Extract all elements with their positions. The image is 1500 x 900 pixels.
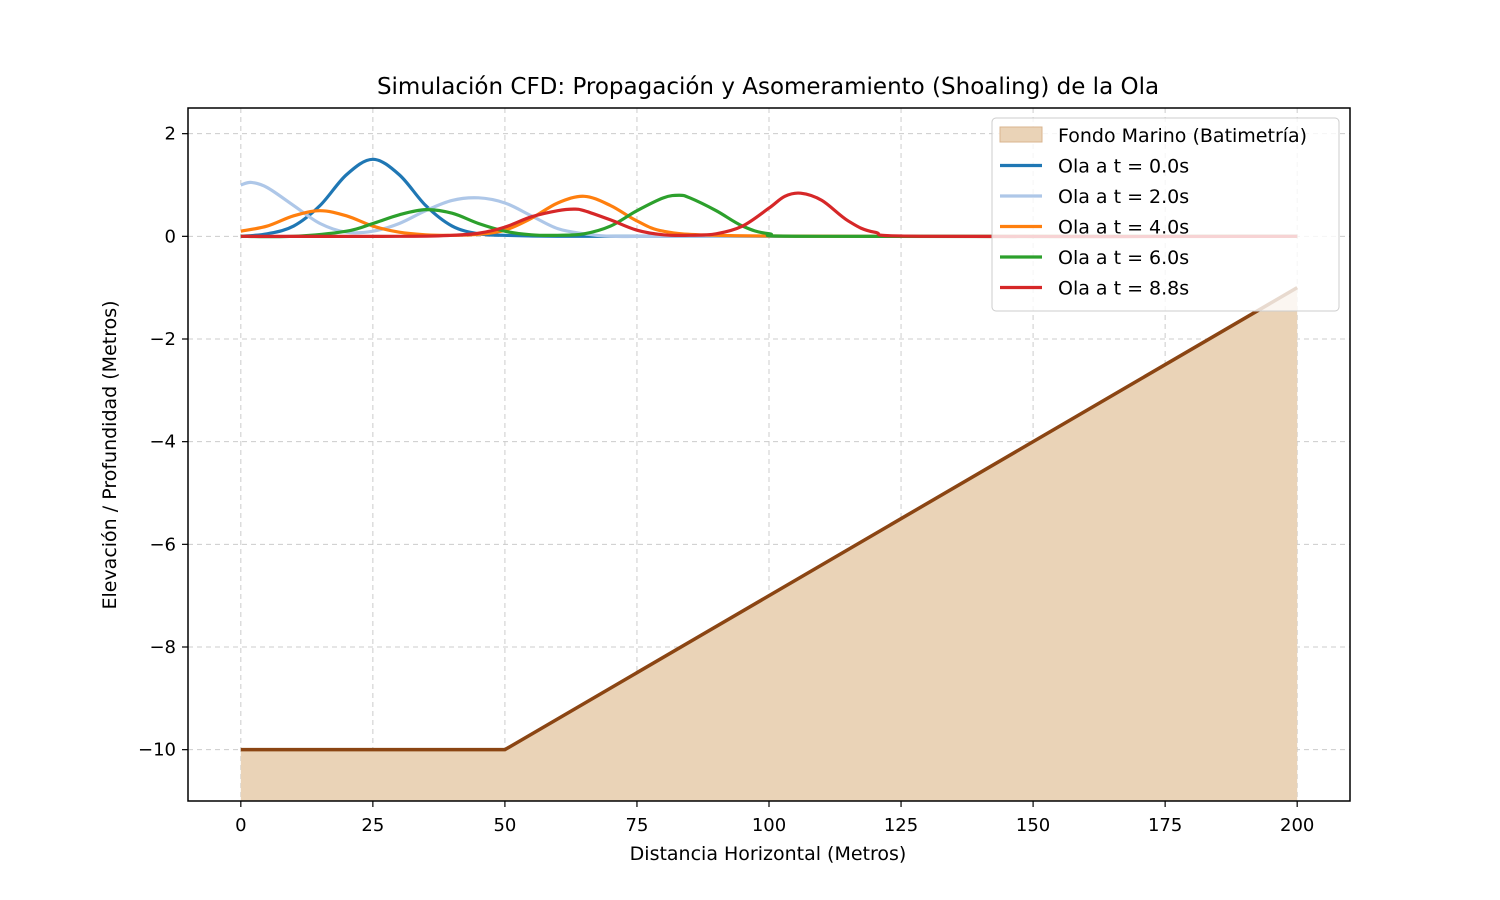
legend-label-series: Ola a t = 4.0s bbox=[1058, 217, 1189, 239]
legend-label-bathymetry: Fondo Marino (Batimetría) bbox=[1058, 125, 1307, 147]
series-line bbox=[240, 191, 1298, 239]
legend-label-series: Ola a t = 0.0s bbox=[1058, 156, 1189, 178]
bathymetry-fill bbox=[240, 287, 1298, 802]
y-tick-label: 0 bbox=[165, 226, 176, 247]
legend-label-series: Ola a t = 8.8s bbox=[1058, 278, 1189, 300]
bathymetry-area bbox=[240, 286, 1299, 802]
y-tick-label: −8 bbox=[149, 637, 176, 658]
series-line bbox=[240, 194, 1298, 239]
y-tick-label: −6 bbox=[149, 534, 176, 555]
x-tick-label: 100 bbox=[752, 815, 786, 836]
x-tick-label: 75 bbox=[626, 815, 649, 836]
wave-series bbox=[240, 157, 1298, 239]
legend-label-series: Ola a t = 2.0s bbox=[1058, 186, 1189, 208]
y-tick-label: −4 bbox=[149, 432, 176, 453]
series-line bbox=[240, 193, 1298, 239]
tick-labels: 0 25 50 75 100 125 150 175 200 2 0 −2 −4 −6 −8 −10 bbox=[138, 124, 1314, 836]
x-tick-label: 175 bbox=[1148, 815, 1182, 836]
x-tick-label: 25 bbox=[361, 815, 384, 836]
y-tick-label: −2 bbox=[149, 329, 176, 350]
chart-title: Simulación CFD: Propagación y Asomeramie… bbox=[377, 74, 1159, 100]
x-tick-label: 50 bbox=[493, 815, 516, 836]
legend: Fondo Marino (Batimetría) Ola a t = 0.0s O… bbox=[991, 117, 1340, 312]
bathymetry-line bbox=[240, 286, 1299, 752]
y-tick-label: 2 bbox=[165, 124, 176, 145]
y-axis-title: Elevación / Profundidad (Metros) bbox=[99, 300, 121, 609]
y-tick-label: −10 bbox=[138, 740, 176, 761]
x-tick-label: 150 bbox=[1016, 815, 1050, 836]
legend-swatch-bathymetry bbox=[999, 126, 1043, 143]
x-tick-label: 125 bbox=[884, 815, 918, 836]
x-axis-title: Distancia Horizontal (Metros) bbox=[630, 843, 907, 865]
x-tick-label: 0 bbox=[235, 815, 246, 836]
legend-label-series: Ola a t = 6.0s bbox=[1058, 247, 1189, 269]
legend-box bbox=[991, 117, 1340, 312]
x-tick-label: 200 bbox=[1280, 815, 1314, 836]
